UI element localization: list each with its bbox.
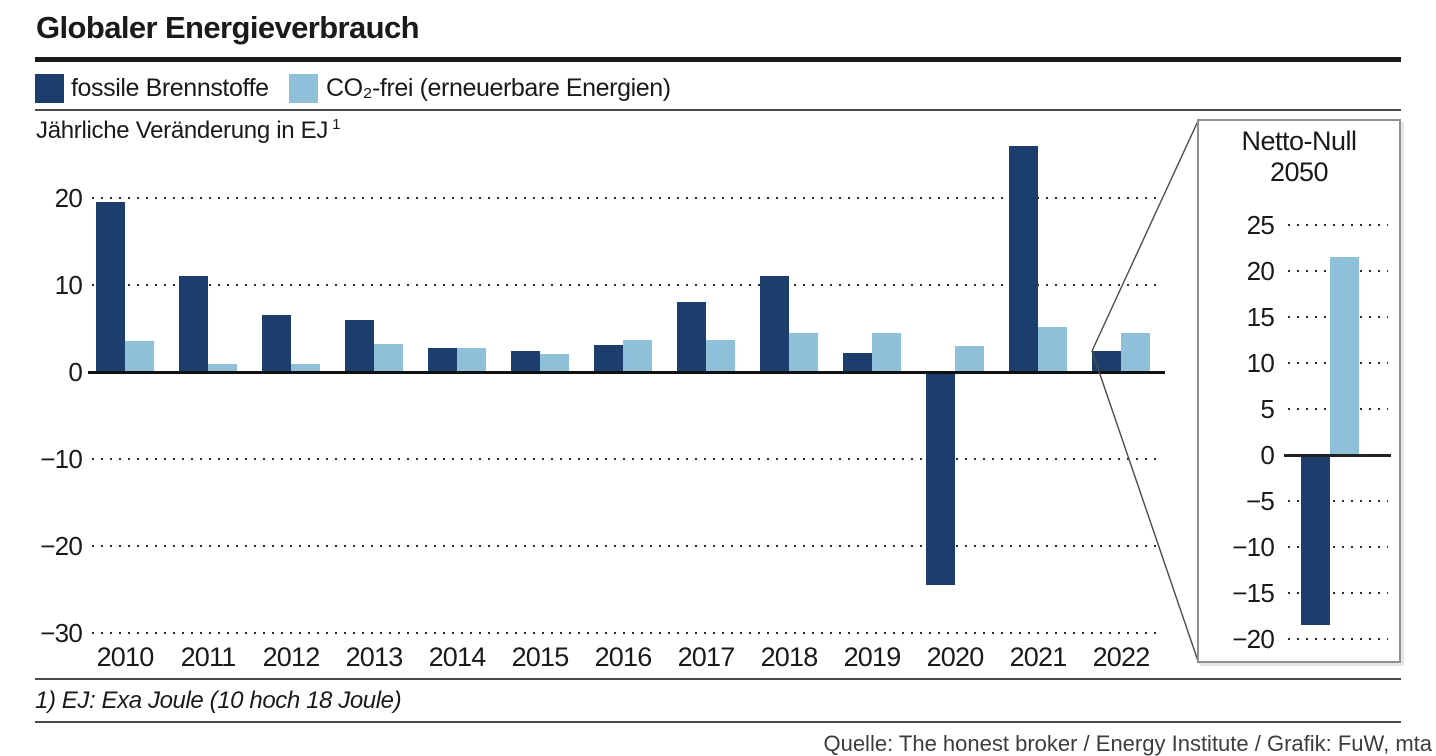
legend-label-co2free: CO₂-frei (erneuerbare Energien) <box>326 74 671 102</box>
footnote-bottom-rule <box>35 721 1401 723</box>
ytick-label-20: 20 <box>54 183 83 213</box>
legend-swatch-fossil <box>35 74 64 103</box>
inset-ytick-label-15: 15 <box>1246 302 1275 332</box>
xtick-label-2017: 2017 <box>677 642 736 672</box>
ytick-label--20: −20 <box>40 531 83 561</box>
xtick-label-2016: 2016 <box>594 642 653 672</box>
inset-bar-co2free <box>1330 257 1359 455</box>
bar-2012-co2free <box>291 364 320 372</box>
inset-bar-fossil <box>1301 455 1330 625</box>
bar-2015-co2free <box>540 354 569 372</box>
inset-x-axis-line <box>1284 453 1391 457</box>
inset-title-line1: Netto-Null <box>1241 126 1357 156</box>
inset-gridline--5 <box>1288 500 1388 502</box>
ytick-label--30: −30 <box>40 618 83 648</box>
bar-2014-co2free <box>457 348 486 372</box>
bar-2014-fossil <box>428 348 457 372</box>
bar-2011-fossil <box>179 276 208 372</box>
inset-gridline--10 <box>1288 546 1388 548</box>
xtick-label-2021: 2021 <box>1009 642 1068 672</box>
page-title: Globaler Energieverbrauch <box>36 10 420 45</box>
xtick-label-2015: 2015 <box>511 642 570 672</box>
bar-2020-co2free <box>955 346 984 372</box>
axis-unit-label: Jährliche Veränderung in EJ 1 <box>36 116 340 145</box>
bar-2022-fossil <box>1092 351 1121 372</box>
bar-2022-co2free <box>1121 333 1150 372</box>
footnote-top-rule <box>35 678 1401 680</box>
bar-2016-fossil <box>594 345 623 372</box>
connector-line <box>1091 120 1199 352</box>
inset-ytick-label-25: 25 <box>1246 210 1275 240</box>
bar-2012-fossil <box>262 315 291 372</box>
bar-2010-fossil <box>96 202 125 372</box>
bar-2016-co2free <box>623 340 652 372</box>
fossil-color-swatch <box>35 74 64 103</box>
inset-ytick-label--10: −10 <box>1232 532 1275 562</box>
footnote: 1) EJ: Exa Joule (10 hoch 18 Joule) <box>35 687 402 714</box>
gridline--10 <box>92 458 1163 460</box>
x-axis-line <box>88 370 1165 374</box>
bar-2021-fossil <box>1009 146 1038 372</box>
inset-gridline--15 <box>1288 592 1388 594</box>
inset-ytick-label-5: 5 <box>1260 394 1274 424</box>
xtick-label-2013: 2013 <box>345 642 404 672</box>
gridline--30 <box>92 632 1163 634</box>
ytick-label--10: −10 <box>40 444 83 474</box>
bar-2020-fossil <box>926 372 955 585</box>
bar-2018-co2free <box>789 333 818 372</box>
bar-2019-fossil <box>843 353 872 372</box>
inset-gridline--20 <box>1288 638 1388 640</box>
inset-ytick-label-10: 10 <box>1246 348 1275 378</box>
axis-unit-text: Jährliche Veränderung in EJ <box>36 117 329 144</box>
bar-2013-fossil <box>345 320 374 372</box>
inset-ytick-label--15: −15 <box>1232 578 1275 608</box>
xtick-label-2014: 2014 <box>428 642 487 672</box>
xtick-label-2010: 2010 <box>96 642 155 672</box>
xtick-label-2022: 2022 <box>1092 642 1151 672</box>
legend-rule <box>35 109 1401 111</box>
title-rule <box>35 57 1401 62</box>
inset-ytick-label-20: 20 <box>1246 256 1275 286</box>
xtick-label-2011: 2011 <box>180 642 237 672</box>
bar-2013-co2free <box>374 344 403 372</box>
xtick-label-2019: 2019 <box>843 642 902 672</box>
bar-2019-co2free <box>872 333 901 372</box>
inset-title-line2: 2050 <box>1269 157 1329 187</box>
co2free-color-swatch <box>289 74 318 103</box>
footnote-marker: 1 <box>332 116 341 133</box>
inset-title: Netto-Null 2050 <box>1197 126 1401 188</box>
inset-box <box>1197 119 1401 663</box>
inset-gridline-25 <box>1288 224 1388 226</box>
bar-2018-fossil <box>760 276 789 372</box>
bar-2017-co2free <box>706 340 735 372</box>
legend-label-fossil: fossile Brennstoffe <box>71 74 269 102</box>
ytick-label-10: 10 <box>54 270 83 300</box>
gridline--20 <box>92 545 1163 547</box>
bar-2011-co2free <box>208 364 237 372</box>
xtick-label-2012: 2012 <box>262 642 321 672</box>
xtick-label-2020: 2020 <box>926 642 985 672</box>
inset-ytick-label--20: −20 <box>1232 624 1275 654</box>
source-credit: Quelle: The honest broker / Energy Insti… <box>823 731 1432 756</box>
bar-2015-fossil <box>511 351 540 372</box>
gridline-10 <box>92 284 1163 286</box>
inset-ytick-label--5: −5 <box>1245 486 1275 516</box>
inset-ytick-label-0: 0 <box>1260 440 1274 470</box>
legend-swatch-co2free <box>289 74 318 103</box>
gridline-20 <box>92 197 1163 199</box>
bar-2017-fossil <box>677 302 706 372</box>
xtick-label-2018: 2018 <box>760 642 819 672</box>
bar-2021-co2free <box>1038 327 1067 372</box>
bar-2010-co2free <box>125 341 154 372</box>
connector-line <box>1091 350 1199 662</box>
ytick-label-0: 0 <box>68 357 82 387</box>
